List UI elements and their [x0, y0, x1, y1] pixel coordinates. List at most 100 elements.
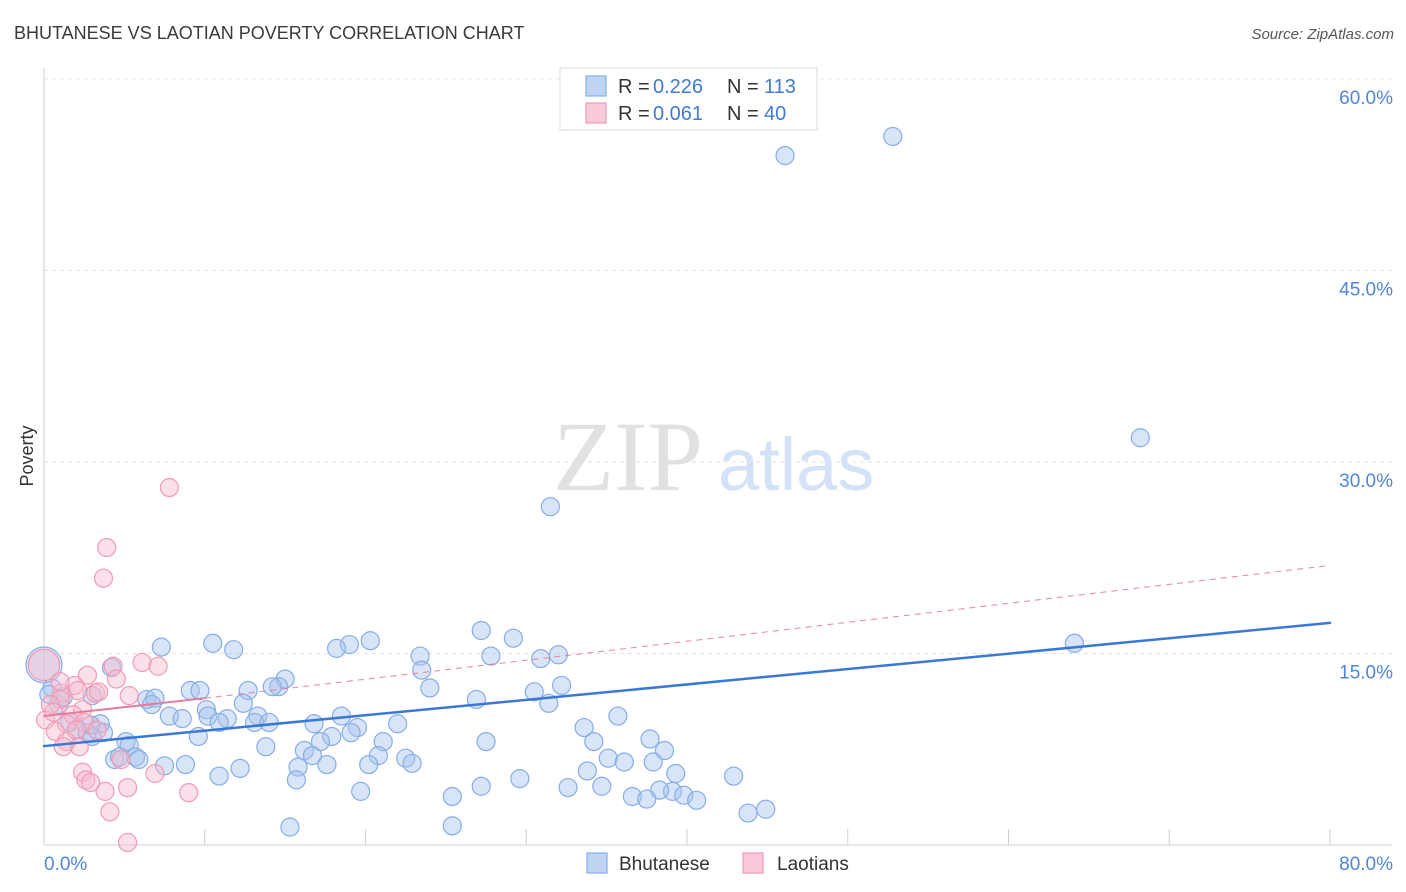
legend-n-label: N = [727, 76, 759, 98]
bhutanese-point [326, 638, 347, 658]
bhutanese-point [322, 726, 342, 747]
series-swatch-bhutanese [586, 852, 608, 874]
bhutanese-point [622, 786, 642, 807]
bhutanese-point [286, 770, 306, 790]
laotians-point [44, 702, 64, 722]
bhutanese-point [190, 680, 210, 701]
laotians-point [77, 665, 98, 685]
bhutanese-point [584, 731, 604, 752]
trend-lines [42, 564, 1332, 748]
bhutanese-point [471, 776, 491, 796]
source-credit: Source: ZipAtlas.com [1251, 26, 1394, 43]
bhutanese-point [481, 646, 501, 666]
bhutanese-point [175, 754, 196, 775]
bhutanese-point [643, 752, 663, 772]
laotians-point [103, 656, 123, 676]
bhutanese-point [1130, 428, 1150, 448]
laotians-point [132, 652, 152, 673]
series-legend: Bhutanese Laotians [586, 852, 849, 875]
bhutanese-point [442, 816, 462, 836]
bhutanese-point [598, 748, 618, 768]
bhutanese-point [552, 675, 572, 696]
bhutanese-point [317, 754, 337, 775]
bhutanese-point [637, 789, 657, 809]
bhutanese-point [203, 633, 223, 653]
laotians-point [93, 568, 114, 588]
series-legend-item-laotians: Laotians [742, 852, 849, 875]
laotians-point [95, 781, 115, 801]
bhutanese-point [640, 729, 660, 749]
bhutanese-point [524, 682, 544, 702]
bhutanese-point [196, 700, 216, 720]
bhutanese-point [233, 693, 253, 713]
bhutanese-point [654, 740, 675, 761]
legend-n-value: 113 [764, 76, 796, 98]
bhutanese-point [347, 717, 368, 738]
bhutanese-point [775, 146, 795, 166]
bhutanese-point [592, 776, 612, 796]
laotians-trend-line [43, 697, 206, 718]
laotians-point [97, 537, 117, 558]
y-axis-title: Poverty [17, 425, 37, 486]
bhutanese-point [259, 712, 279, 733]
tick-labels: 15.0% 30.0% 45.0% 60.0% 0.0% 80.0% [44, 88, 1393, 875]
laotians-point [145, 763, 165, 784]
bhutanese-point [198, 706, 218, 726]
laotians-point [159, 477, 179, 498]
laotians-point [111, 749, 131, 770]
bhutanese-point [388, 714, 408, 734]
bhutanese-point [256, 737, 276, 757]
bhutanese-point [687, 790, 707, 810]
y-tick-label: 30.0% [1339, 471, 1393, 492]
laotians-point [27, 648, 61, 682]
bhutanese-point [129, 749, 149, 770]
data-points [25, 126, 1150, 853]
laotians-point [179, 783, 199, 803]
bhutanese-point [548, 645, 569, 665]
laotians-point [68, 680, 88, 701]
bhutanese-point [209, 766, 229, 786]
laotians-point [148, 656, 168, 676]
bhutanese-point [410, 646, 430, 666]
x-axis-ticks [43, 829, 1331, 845]
bhutanese-point [396, 748, 416, 768]
bhutanese-point [238, 680, 258, 701]
legend-n-label: N = [727, 103, 759, 125]
laotians-point [106, 669, 126, 689]
legend-r-label: R = [618, 76, 650, 98]
laotians-trend-line-extension [204, 564, 1331, 699]
x-tick-label: 80.0% [1339, 854, 1393, 875]
bhutanese-point [540, 497, 560, 517]
laotians-point [81, 772, 101, 793]
legend-entry-bhutanese: R = 0.226 N = 113 [585, 75, 796, 98]
legend-entry-laotians: R = 0.061 N = 40 [585, 102, 786, 125]
bhutanese-point [614, 752, 634, 772]
legend: R = 0.226 N = 113 R = 0.061 N = 40 [559, 67, 818, 131]
legend-r-value: 0.226 [653, 76, 703, 98]
series-name-bhutanese: Bhutanese [619, 854, 710, 875]
bhutanese-point [360, 631, 380, 651]
bhutanese-point [577, 761, 597, 781]
series-swatch-laotians [742, 852, 764, 874]
bhutanese-point [738, 803, 758, 823]
legend-swatch-laotians [585, 102, 607, 124]
bhutanese-point [341, 723, 361, 743]
bhutanese-point [209, 712, 229, 733]
legend-r-label: R = [618, 103, 650, 125]
legend-r-value: 0.061 [653, 103, 703, 125]
laotians-point [66, 720, 86, 740]
series-points-bhutanese [25, 126, 1150, 837]
y-tick-label: 15.0% [1339, 663, 1393, 684]
y-tick-label: 45.0% [1339, 280, 1393, 301]
series-points-laotians [27, 477, 199, 853]
bhutanese-point [531, 649, 551, 669]
chart-title: BHUTANESE VS LAOTIAN POVERTY CORRELATION… [14, 23, 524, 43]
laotians-point [117, 832, 138, 853]
bhutanese-point [442, 786, 462, 807]
legend-swatch-bhutanese [585, 75, 607, 97]
watermark-zip: ZIP [553, 401, 703, 512]
bhutanese-point [412, 660, 432, 680]
bhutanese-point [558, 777, 578, 798]
bhutanese-trend-line [42, 621, 1332, 748]
